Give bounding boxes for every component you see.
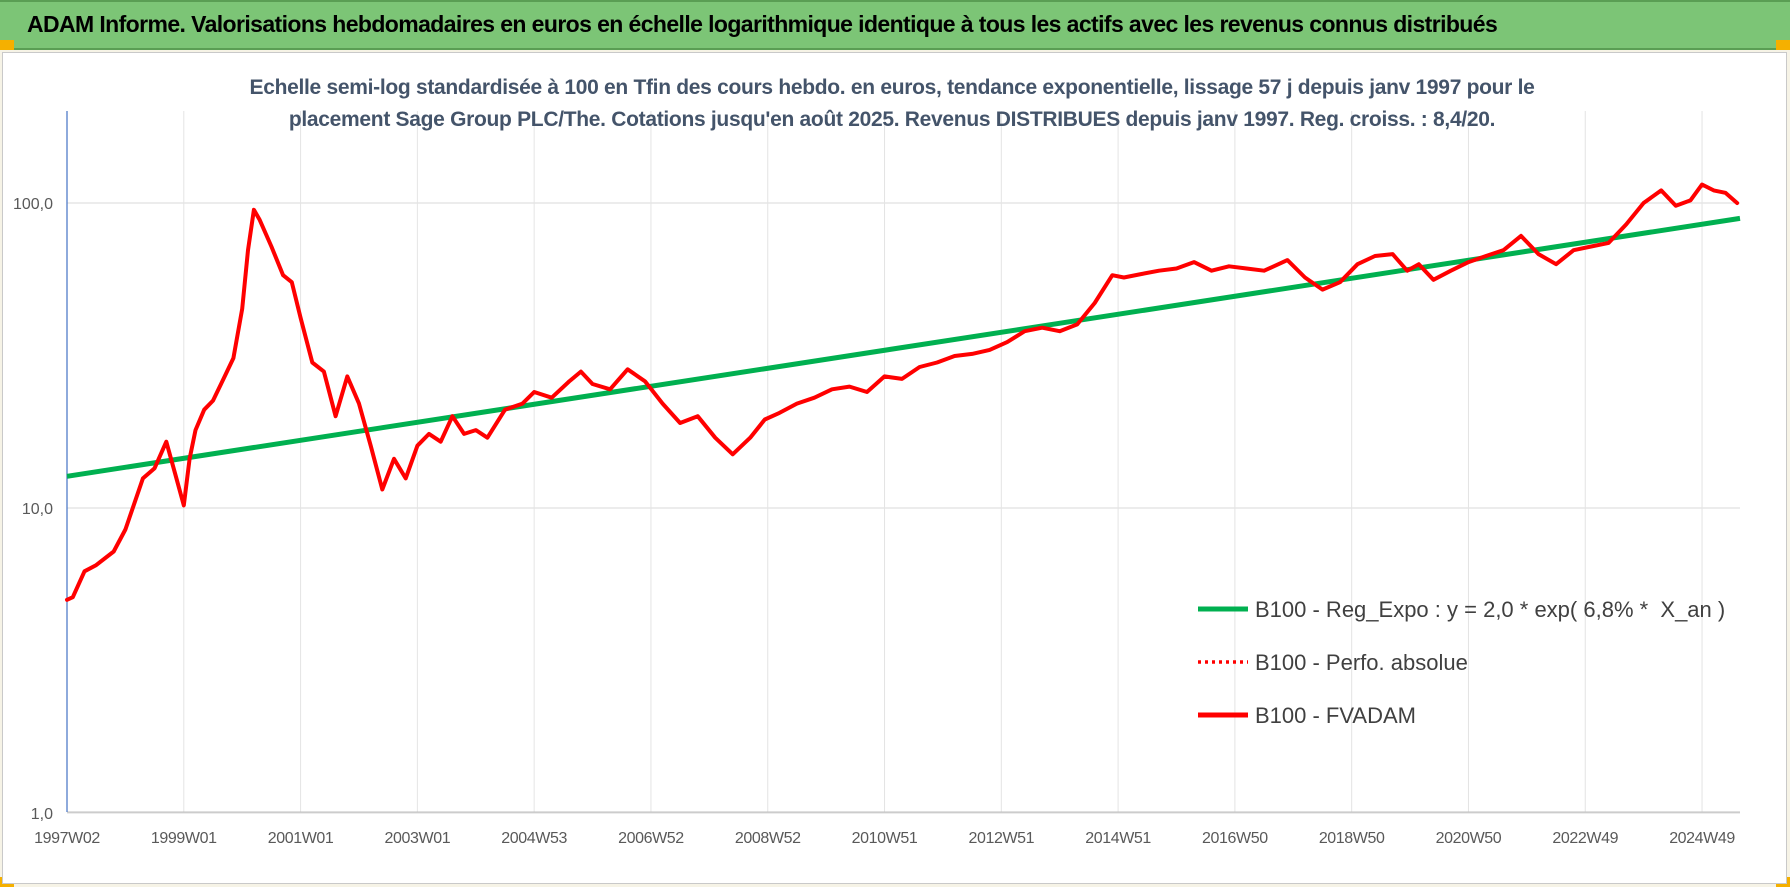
x-tick-label: 2008W52	[735, 830, 801, 847]
series-line-fvadam	[65, 182, 1740, 602]
x-axis-ticks: 1997W02 1999W01 2001W01 2003W01 2004W53 2006W…	[34, 830, 1736, 847]
y-tick-label: 100,0	[13, 196, 53, 213]
gridlines	[66, 111, 1740, 814]
x-tick-label: 2006W52	[618, 830, 684, 847]
chart: Echelle semi-log standardisée à 100 en T…	[13, 76, 1741, 847]
chart-subtitle-line-1: Echelle semi-log standardisée à 100 en T…	[249, 76, 1534, 99]
x-tick-label: 2022W49	[1552, 830, 1618, 847]
series-line-reg-expo	[66, 215, 1741, 479]
x-tick-label: 2020W50	[1436, 830, 1502, 847]
x-tick-label: 2024W49	[1669, 830, 1735, 847]
chart-frame: Echelle semi-log standardisée à 100 en T…	[2, 52, 1787, 884]
x-tick-label: 2018W50	[1319, 830, 1385, 847]
x-tick-label: 1997W02	[34, 830, 100, 847]
y-tick-label: 10,0	[22, 501, 53, 518]
x-tick-label: 2014W51	[1085, 830, 1151, 847]
banner-title: ADAM Informe. Valorisations hebdomadaire…	[27, 11, 1498, 37]
x-tick-label: 2010W51	[852, 830, 918, 847]
x-tick-label: 2004W53	[501, 830, 567, 847]
title-banner: ADAM Informe. Valorisations hebdomadaire…	[0, 0, 1790, 50]
corner-marker	[1776, 40, 1790, 50]
series-layer	[65, 182, 1741, 602]
legend: B100 - Reg_Expo : y = 2,0 * exp( 6,8% * …	[1198, 597, 1725, 728]
x-tick-label: 2001W01	[268, 830, 334, 847]
legend-label-reg-expo: B100 - Reg_Expo : y = 2,0 * exp( 6,8% * …	[1255, 597, 1725, 622]
x-tick-label: 2003W01	[385, 830, 451, 847]
y-tick-label: 1,0	[31, 806, 53, 823]
y-axis-ticks: 1,0 10,0 100,0	[13, 196, 53, 823]
chart-subtitle-line-2: placement Sage Group PLC/The. Cotations …	[289, 108, 1495, 131]
chart-title: Echelle semi-log standardisée à 100 en T…	[249, 76, 1534, 131]
legend-label-fvadam: B100 - FVADAM	[1255, 703, 1416, 728]
x-tick-label: 2016W50	[1202, 830, 1268, 847]
legend-label-perfo: B100 - Perfo. absolue	[1255, 650, 1468, 675]
x-tick-label: 1999W01	[151, 830, 217, 847]
x-tick-label: 2012W51	[968, 830, 1034, 847]
corner-marker	[0, 40, 14, 50]
